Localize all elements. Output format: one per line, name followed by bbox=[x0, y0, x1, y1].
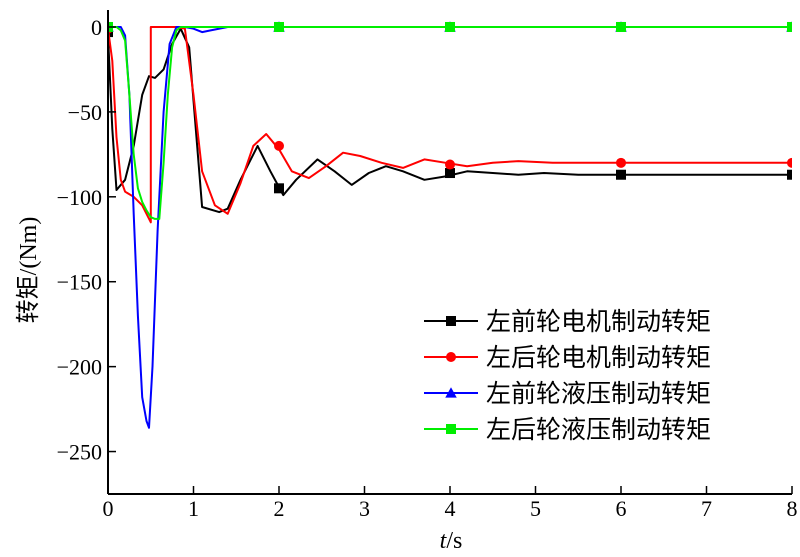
y-tick-label: −50 bbox=[68, 100, 102, 125]
legend-swatch-marker bbox=[446, 352, 456, 362]
data-point bbox=[616, 169, 626, 180]
legend-entry-2: 左后轮电机制动转矩 bbox=[424, 343, 711, 372]
series-line bbox=[108, 27, 792, 214]
x-tick-label: 6 bbox=[616, 496, 627, 521]
tick-labels: 0 1 2 3 4 5 6 7 8 0 −50 −100 −150 −200 −250 bbox=[57, 15, 798, 521]
legend-label: 左后轮液压制动转矩 bbox=[486, 415, 711, 444]
x-axis-title-symbol: t bbox=[440, 528, 448, 554]
x-tick-label: 0 bbox=[103, 496, 114, 521]
data-point bbox=[445, 21, 455, 32]
series-line bbox=[108, 26, 792, 224]
y-tick-label: −250 bbox=[57, 440, 102, 465]
x-tick-label: 5 bbox=[530, 496, 541, 521]
legend-entry-3: 左前轮液压制动转矩 bbox=[424, 379, 711, 408]
data-point bbox=[787, 169, 792, 180]
data-point bbox=[445, 159, 455, 170]
legend-entry-4: 左后轮液压制动转矩 bbox=[424, 415, 711, 444]
data-point bbox=[274, 183, 284, 194]
data-point bbox=[274, 21, 284, 32]
y-tick-label: 0 bbox=[91, 15, 102, 40]
x-tick-label: 2 bbox=[274, 496, 285, 521]
y-tick-label: −150 bbox=[57, 270, 102, 295]
axes bbox=[107, 10, 793, 495]
legend-label: 左前轮电机制动转矩 bbox=[486, 307, 711, 336]
data-point bbox=[787, 157, 792, 168]
x-axis-title-unit: /s bbox=[446, 528, 462, 554]
x-tick-label: 4 bbox=[445, 496, 456, 521]
x-tick-label: 7 bbox=[701, 496, 712, 521]
data-point bbox=[616, 21, 626, 32]
legend-swatch-marker bbox=[446, 316, 456, 326]
data-point bbox=[787, 21, 792, 32]
series-line bbox=[108, 26, 792, 220]
data-point bbox=[274, 140, 284, 151]
y-axis-title: 转矩/(Nm) bbox=[15, 217, 42, 324]
legend-label: 左前轮液压制动转矩 bbox=[486, 379, 711, 408]
x-axis-title: t/s bbox=[440, 528, 463, 554]
y-tick-label: −100 bbox=[57, 185, 102, 210]
x-tick-label: 3 bbox=[359, 496, 370, 521]
series-2 bbox=[108, 23, 792, 224]
x-tick-label: 8 bbox=[787, 496, 798, 521]
y-tick-label: −200 bbox=[57, 355, 102, 380]
legend-entry-1: 左前轮电机制动转矩 bbox=[424, 307, 711, 336]
x-tick-label: 1 bbox=[188, 496, 199, 521]
legend-swatch-marker bbox=[446, 424, 456, 434]
legend-swatch-marker bbox=[445, 387, 457, 398]
data-point bbox=[445, 168, 455, 179]
series-4 bbox=[108, 21, 792, 220]
legend-label: 左后轮电机制动转矩 bbox=[486, 343, 711, 372]
data-point bbox=[616, 157, 626, 168]
series-layer bbox=[108, 21, 792, 429]
